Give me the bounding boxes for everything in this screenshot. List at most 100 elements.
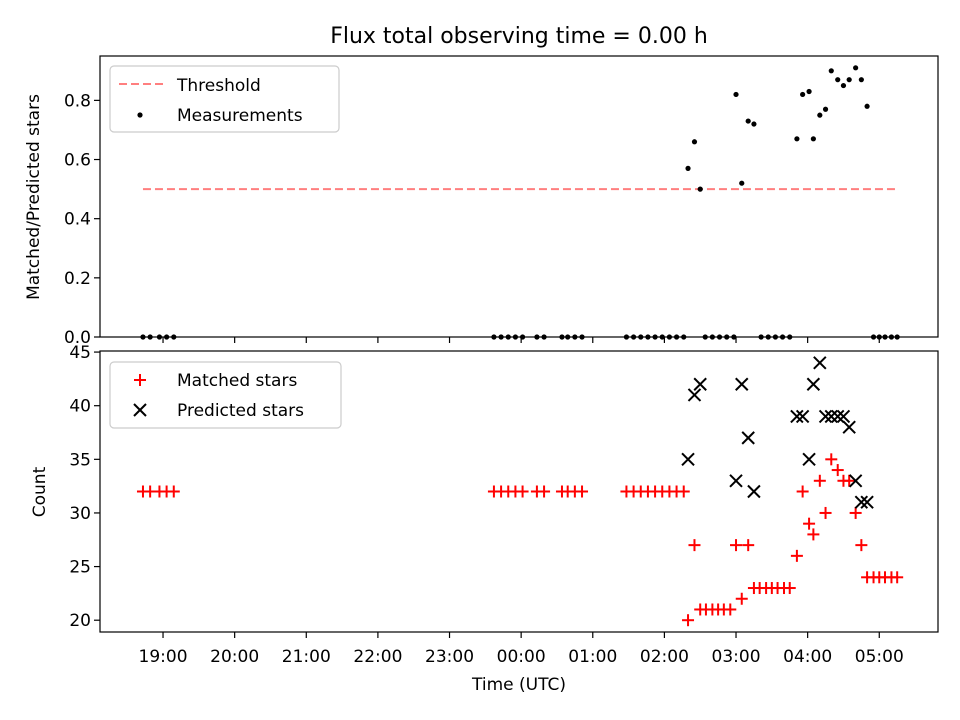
measurement-point xyxy=(822,106,829,112)
predicted-star-point xyxy=(813,356,827,370)
bottom-y-tick-label: 35 xyxy=(69,450,91,470)
measurement-point xyxy=(800,91,806,98)
matched-star-point xyxy=(677,485,690,498)
predicted-star-point xyxy=(741,431,755,445)
x-tick-label: 23:00 xyxy=(425,647,474,667)
measurement-point xyxy=(691,139,698,145)
matched-star-point xyxy=(783,582,796,595)
matched-star-point xyxy=(849,506,862,519)
legend-matched-swatch xyxy=(134,374,146,386)
matched-star-point xyxy=(516,485,529,498)
measurement-point xyxy=(685,165,691,171)
matched-star-point xyxy=(891,571,904,584)
predicted-star-point xyxy=(831,409,845,424)
bottom-y-axis-label: Count xyxy=(30,466,50,517)
matched-star-point xyxy=(576,485,589,498)
measurement-point xyxy=(858,77,864,83)
x-tick-label: 20:00 xyxy=(210,647,259,667)
bottom-y-tick-label: 20 xyxy=(69,611,91,631)
predicted-star-point xyxy=(795,409,810,424)
x-tick-label: 00:00 xyxy=(497,647,546,667)
measurement-point xyxy=(835,77,841,83)
measurement-point xyxy=(751,121,757,127)
matched-star-point xyxy=(813,474,826,487)
bottom-legend-frame xyxy=(109,361,342,429)
bottom-legend: Matched stars Predicted stars xyxy=(109,361,342,429)
bottom-plot-marks xyxy=(136,356,904,627)
top-y-tick-label: 0.8 xyxy=(64,91,91,111)
measurement-point xyxy=(853,65,859,71)
x-tick-label: 04:00 xyxy=(783,647,832,667)
x-tick-label: 19:00 xyxy=(139,647,188,667)
measurement-point xyxy=(840,82,847,89)
measurement-point xyxy=(739,180,745,186)
predicted-star-point xyxy=(747,484,761,499)
predicted-star-point xyxy=(854,495,869,509)
x-tick-label: 05:00 xyxy=(855,647,904,667)
measurement-point xyxy=(733,91,739,98)
measurement-point xyxy=(745,118,751,124)
predicted-star-point xyxy=(729,474,743,488)
matched-star-point xyxy=(803,517,816,530)
predicted-star-point xyxy=(842,420,856,434)
matched-star-point xyxy=(735,592,748,605)
matched-star-point xyxy=(167,485,180,498)
legend-matched-label: Matched stars xyxy=(177,371,297,391)
bottom-y-tick-label: 25 xyxy=(69,558,91,578)
top-legend: Threshold Measurements xyxy=(109,65,340,133)
measurement-point xyxy=(697,186,703,192)
predicted-star-point xyxy=(806,377,821,391)
top-legend-frame xyxy=(109,65,340,133)
matched-star-point xyxy=(724,603,737,616)
predicted-star-point xyxy=(681,452,695,467)
predicted-star-point xyxy=(790,409,804,424)
x-tick-label: 03:00 xyxy=(712,647,761,667)
x-tick-label: 21:00 xyxy=(282,647,331,667)
matched-star-point xyxy=(688,539,701,552)
measurement-point xyxy=(810,136,816,142)
matched-star-point xyxy=(855,539,868,552)
top-y-tick-label: 0.6 xyxy=(64,151,91,171)
top-y-axis-label: Matched/Predicted stars xyxy=(24,94,44,300)
measurement-point xyxy=(817,112,823,118)
matched-star-point xyxy=(730,539,743,552)
top-y-tick-label: 0.4 xyxy=(64,210,91,230)
x-tick-label: 22:00 xyxy=(353,647,402,667)
predicted-star-point xyxy=(836,409,851,424)
matched-star-point xyxy=(682,614,695,627)
bottom-plot-frame xyxy=(99,350,939,633)
predicted-star-point xyxy=(735,377,749,391)
matched-star-point xyxy=(831,464,844,477)
bottom-y-tick-label: 30 xyxy=(69,504,91,524)
predicted-star-point xyxy=(848,474,863,488)
top-y-tick-label: 0.0 xyxy=(64,328,91,348)
measurement-point xyxy=(864,103,870,109)
matched-star-point xyxy=(819,506,832,519)
matched-star-point xyxy=(790,549,803,562)
matched-star-point xyxy=(807,528,820,541)
matched-star-point xyxy=(843,474,856,487)
top-chart-title: Flux total observing time = 0.00 h xyxy=(330,24,708,49)
matched-star-point xyxy=(742,539,755,552)
predicted-star-point xyxy=(818,409,833,424)
predicted-star-point xyxy=(824,409,838,424)
measurement-point xyxy=(806,88,812,95)
predicted-star-point xyxy=(693,377,707,391)
legend-predicted-swatch xyxy=(133,403,147,417)
matched-star-point xyxy=(538,485,551,498)
x-tick-label: 02:00 xyxy=(640,647,689,667)
top-plot-frame xyxy=(99,55,939,338)
x-axis-label: Time (UTC) xyxy=(471,675,566,695)
matched-star-point xyxy=(796,485,809,498)
predicted-star-point xyxy=(687,388,702,402)
bottom-y-tick-label: 45 xyxy=(69,343,91,363)
measurement-point xyxy=(828,68,834,74)
matched-star-point xyxy=(825,453,838,466)
legend-threshold-label: Threshold xyxy=(176,76,261,96)
bottom-y-tick-label: 40 xyxy=(69,397,91,417)
top-y-tick-label: 0.2 xyxy=(64,269,91,289)
bottom-axes: 20 25 30 35 40 45 19:00 20:00 21:00 22:00 23:00 00:… xyxy=(69,343,939,667)
legend-predicted-label: Predicted stars xyxy=(177,401,304,421)
legend-measurements-swatch xyxy=(137,112,143,118)
